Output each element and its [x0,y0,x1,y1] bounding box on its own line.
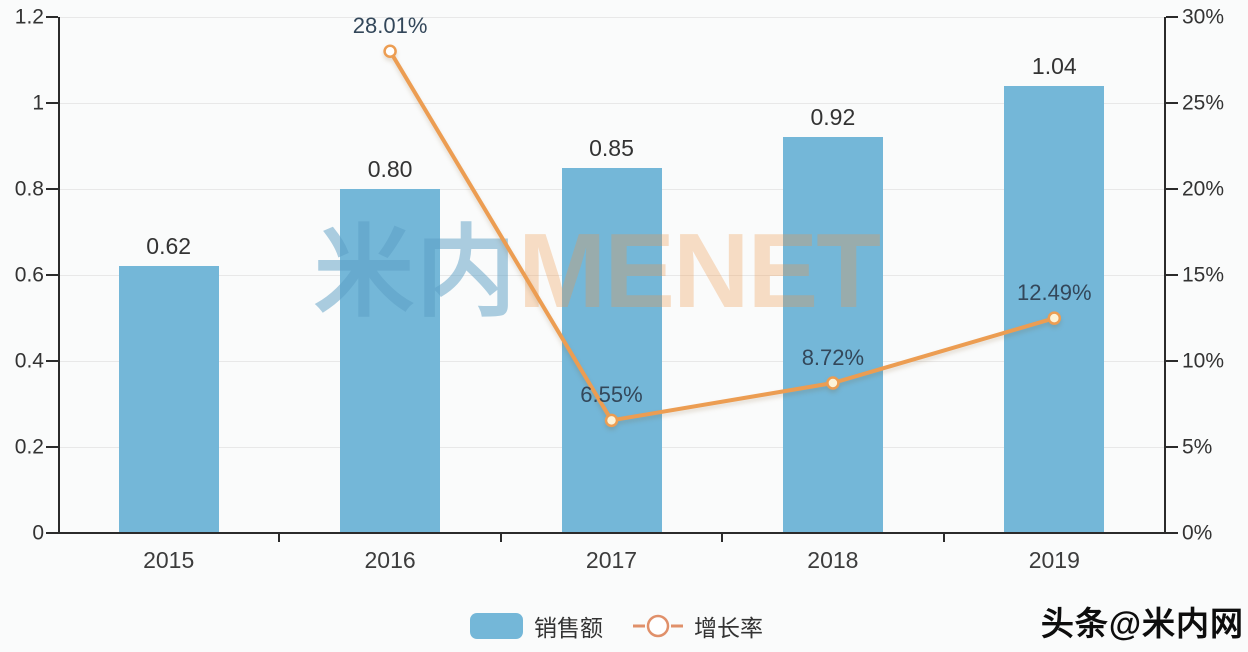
y-axis-right-tick-label: 10% [1182,349,1225,373]
growth-rate-polyline [388,49,1057,423]
x-axis-category-label: 2019 [1028,547,1080,573]
legend-line-label: 增长率 [694,615,763,641]
x-axis-tick [942,533,945,542]
x-axis-category-label: 2018 [807,547,859,573]
line-point-marker [383,44,397,58]
y-axis-right [1164,17,1166,533]
y-axis-left-tick-label: 0.8 [14,177,44,201]
y-axis-right-tick [1166,274,1178,276]
y-axis-right-tick [1166,446,1178,448]
y-axis-left-tick-label: 0.4 [14,349,44,373]
line-point-value-label: 28.01% [352,13,428,39]
y-axis-left-tick-label: 0.2 [14,435,44,459]
y-axis-left-tick [46,360,58,362]
y-axis-left [58,17,60,533]
bar-value-label: 0.80 [367,156,413,182]
legend-bar-label: 销售额 [534,615,603,641]
y-axis-left-tick [46,532,58,534]
y-axis-left-tick-label: 0 [32,521,44,545]
bar-value-label: 0.62 [146,233,192,260]
legend-bar-swatch [470,613,523,639]
legend-line-symbol-icon [633,614,683,638]
bar-value-label: 1.04 [1031,52,1077,79]
line-point-marker [1047,311,1062,325]
y-axis-right-tick [1166,532,1178,534]
line-point-marker [826,376,840,390]
bar-2017 [561,167,662,533]
x-axis-tick [499,533,502,542]
y-axis-left-tick-label: 0.6 [14,263,44,287]
y-axis-left-tick [46,446,58,448]
y-axis-left-tick [46,102,58,104]
x-axis-tick [721,533,724,542]
bar-2015 [118,266,219,533]
y-axis-left-tick [46,188,58,190]
y-axis-left-tick [46,274,58,276]
x-axis-category-label: 2016 [364,547,416,573]
y-axis-left-tick-label: 1 [32,91,44,115]
x-axis-category-label: 2015 [143,547,195,573]
bar-2018 [782,137,883,533]
x-axis-tick [278,533,281,542]
credit-watermark-text: 头条@米内网 [1040,605,1244,642]
y-axis-right-tick-label: 30% [1182,5,1225,29]
y-axis-right-tick-label: 20% [1182,177,1225,201]
x-axis-category-label: 2017 [585,547,638,573]
y-axis-left-tick [46,16,58,18]
y-axis-right-tick [1166,188,1178,190]
line-point-value-label: 6.55% [580,382,643,408]
bar-2016 [340,189,441,533]
y-axis-right-tick [1166,360,1178,362]
x-axis [46,532,1177,534]
gridline [58,17,1165,18]
line-point-marker [604,413,619,428]
y-axis-right-tick-label: 5% [1182,435,1213,459]
bar-2019 [1004,85,1105,533]
bar-value-label: 0.85 [589,134,634,161]
y-axis-right-tick-label: 25% [1182,91,1225,115]
legend: 销售额 增长率 [470,608,763,644]
y-axis-left-tick-label: 1.2 [14,5,44,29]
y-axis-right-tick [1166,102,1178,104]
y-axis-right-tick-label: 0% [1182,521,1213,545]
line-point-value-label: 12.49% [1016,280,1092,306]
y-axis-right-tick [1166,16,1178,18]
bar-value-label: 0.92 [810,104,856,131]
y-axis-right-tick-label: 15% [1182,263,1225,287]
gridline [58,103,1165,104]
line-point-value-label: 8.72% [801,345,865,371]
